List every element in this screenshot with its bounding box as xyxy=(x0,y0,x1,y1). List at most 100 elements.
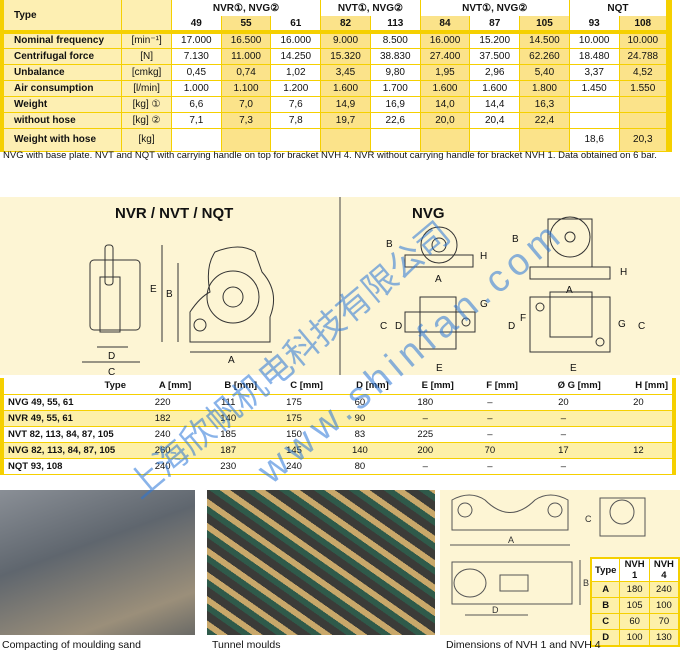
dim-cell: 20 xyxy=(604,394,677,411)
dim-cell: 111 xyxy=(195,394,262,411)
svg-text:A: A xyxy=(508,535,514,545)
dim-cell: 140 xyxy=(326,442,393,459)
nvh-row: C 60 70 xyxy=(591,613,680,630)
group-header: NVR①, NVG② xyxy=(171,0,322,16)
spec-cell: 1,02 xyxy=(270,64,322,81)
dim-cell: 90 xyxy=(326,410,393,427)
spec-cell: 14.250 xyxy=(270,48,322,65)
dim-cell: – xyxy=(521,458,605,475)
dim-cell: 200 xyxy=(392,442,458,459)
nvh-header: NVH 4 xyxy=(649,558,680,582)
dimensions-table: Type A [mm] B [mm] C [mm] D [mm] E [mm] F [mm]… xyxy=(0,378,677,475)
svg-text:B: B xyxy=(386,239,393,250)
spec-cell: 18,6 xyxy=(569,128,620,152)
spec-cell: 1.000 xyxy=(171,80,222,97)
photo-caption: Tunnel moulds xyxy=(212,639,281,651)
spec-row: Unbalance [cmkg] 0,45 0,74 1,02 3,45 9,80 1,95 2… xyxy=(0,64,672,81)
model-header: 49 xyxy=(171,16,222,34)
spec-cell: 20,0 xyxy=(420,112,471,129)
spec-cell: 7,8 xyxy=(270,112,322,129)
spec-cell: 1.450 xyxy=(569,80,620,97)
spec-cell xyxy=(519,128,570,152)
spec-cell: 8.500 xyxy=(370,32,421,49)
dim-cell: 260 xyxy=(130,442,196,459)
spec-cell: 4,52 xyxy=(619,64,672,81)
svg-text:G: G xyxy=(480,299,488,310)
spec-cell: 16.500 xyxy=(221,32,272,49)
nvh-cell: B xyxy=(591,597,621,614)
dim-cell: – xyxy=(457,458,522,475)
nvh-cell: 105 xyxy=(619,597,650,614)
spec-cell: 1.100 xyxy=(221,80,272,97)
dim-row: NVR 49, 55, 61 182 140 175 90– – – xyxy=(0,410,677,427)
row-label: Centrifugal force xyxy=(0,48,123,65)
spec-cell: 5,40 xyxy=(519,64,570,81)
nvh-cell: 130 xyxy=(649,629,680,646)
dim-cell: – xyxy=(457,394,522,411)
row-label: Nominal frequency xyxy=(0,32,123,49)
row-unit: [min⁻¹] xyxy=(121,32,172,49)
svg-text:A: A xyxy=(566,285,573,296)
left-drawing-title: NVR / NVT / NQT xyxy=(115,205,234,222)
dim-cell: 70 xyxy=(457,442,522,459)
right-drawing-title: NVG xyxy=(412,205,445,222)
spec-cell: 15.200 xyxy=(469,32,521,49)
nvh-cell: C xyxy=(591,613,621,630)
photo-caption: Compacting of moulding sand xyxy=(2,639,141,651)
row-unit: [kg] xyxy=(121,128,172,152)
svg-text:C: C xyxy=(585,514,592,524)
dim-header: B [mm] xyxy=(195,378,262,395)
dim-cell: 12 xyxy=(604,442,677,459)
svg-text:D: D xyxy=(108,351,115,362)
spec-cell: 0,45 xyxy=(171,64,222,81)
spec-cell xyxy=(619,112,672,129)
spec-cell: 11.000 xyxy=(221,48,272,65)
dim-cell xyxy=(604,458,677,475)
nvh-dimensions-table: Type NVH 1 NVH 4 A 180 240 B 105 100 C 60 70 D 100 130 xyxy=(590,557,680,647)
nvh-header: NVH 1 xyxy=(619,558,650,582)
spec-cell: 14,0 xyxy=(420,96,471,113)
nvh-cell: 240 xyxy=(649,581,680,598)
dim-cell: 145 xyxy=(261,442,327,459)
dim-cell: 240 xyxy=(261,458,327,475)
spec-cell: 7,1 xyxy=(171,112,222,129)
row-unit: [l/min] xyxy=(121,80,172,97)
spec-cell: 16,9 xyxy=(370,96,421,113)
svg-text:E: E xyxy=(570,363,577,374)
dim-cell: 20 xyxy=(521,394,605,411)
model-header: 61 xyxy=(270,16,322,34)
spec-cell xyxy=(469,128,521,152)
dim-cell: – xyxy=(521,410,605,427)
spec-cell: 16,3 xyxy=(519,96,570,113)
spec-cell: 1.550 xyxy=(619,80,672,97)
spec-cell: 7.130 xyxy=(171,48,222,65)
spec-cell: 10.000 xyxy=(569,32,620,49)
dim-cell: NVR 49, 55, 61 xyxy=(0,410,130,427)
spec-cell: 1.600 xyxy=(469,80,521,97)
row-unit: [kg] ① xyxy=(121,96,172,113)
model-header: 113 xyxy=(370,16,421,34)
group-header: NVT①, NVG② xyxy=(420,0,570,16)
photo-compacting-moulding-sand xyxy=(0,490,195,635)
spec-cell: 16.000 xyxy=(420,32,471,49)
dim-cell xyxy=(604,426,677,443)
nvh-cell: 100 xyxy=(619,629,650,646)
row-unit: [N] xyxy=(121,48,172,65)
model-header: 93 xyxy=(569,16,620,34)
spec-row: Air consumption [l/min] 1.000 1.100 1.200 1.6… xyxy=(0,80,672,97)
nvh-header: Type xyxy=(591,558,621,582)
dim-cell: 240 xyxy=(130,426,196,443)
spec-cell: 17.000 xyxy=(171,32,222,49)
svg-text:C: C xyxy=(638,321,645,332)
nvh-cell: 100 xyxy=(649,597,680,614)
model-header: 108 xyxy=(619,16,672,34)
unit-header xyxy=(121,0,172,34)
spec-cell: 1.700 xyxy=(370,80,421,97)
group-header: NQT xyxy=(569,0,672,16)
dim-header: F [mm] xyxy=(457,378,522,395)
dim-cell: – xyxy=(457,410,522,427)
dim-row: NVT 82, 113, 84, 87, 105 240 185 150 83 225– – xyxy=(0,426,677,443)
spec-cell: 1.800 xyxy=(519,80,570,97)
row-label: Weight with hose xyxy=(0,128,123,152)
svg-text:C: C xyxy=(380,321,387,332)
